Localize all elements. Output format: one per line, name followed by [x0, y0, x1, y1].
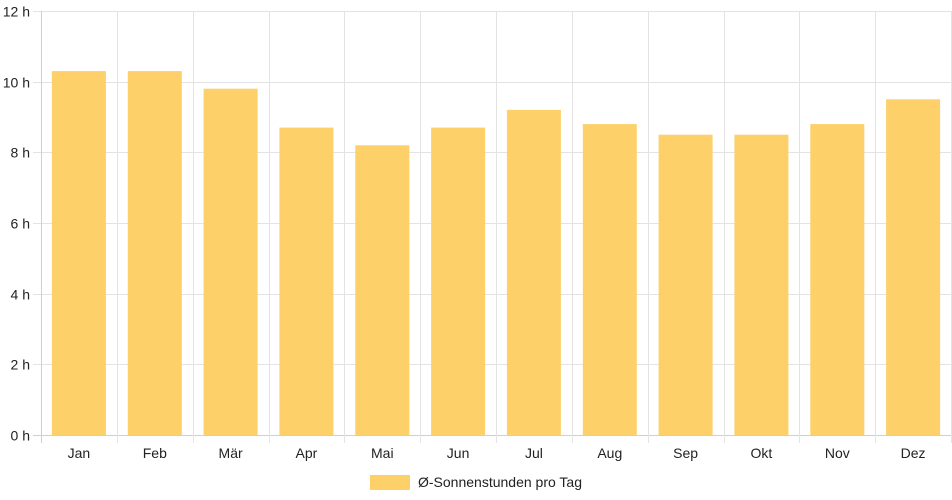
- y-tick-label: 12 h: [3, 4, 30, 20]
- x-tick-label: Mär: [219, 445, 243, 461]
- y-tick-label: 2 h: [11, 357, 30, 373]
- y-tick-label: 4 h: [11, 287, 30, 303]
- x-tick-label: Nov: [825, 445, 850, 461]
- y-tick-label: 6 h: [11, 216, 30, 232]
- bar-feb[interactable]: [127, 71, 182, 435]
- x-tick-label: Feb: [143, 445, 167, 461]
- x-tick-label: Jun: [447, 445, 470, 461]
- bar-mär[interactable]: [203, 88, 258, 435]
- bar-aug[interactable]: [582, 124, 637, 435]
- x-tick-label: Dez: [901, 445, 926, 461]
- x-tick-label: Jul: [525, 445, 543, 461]
- bar-apr[interactable]: [279, 127, 334, 435]
- y-tick-label: 10 h: [3, 75, 30, 91]
- legend-label[interactable]: Ø-Sonnenstunden pro Tag: [418, 474, 582, 490]
- bar-nov[interactable]: [810, 124, 865, 435]
- bar-dez[interactable]: [886, 99, 941, 436]
- bar-sep[interactable]: [658, 134, 713, 435]
- x-axis: Jan Feb Mär Apr Mai Jun Jul Aug Sep Okt Nov Dez: [68, 445, 926, 461]
- y-tick-label: 0 h: [11, 428, 30, 444]
- bar-mai[interactable]: [355, 145, 410, 436]
- bar-jan[interactable]: [51, 71, 106, 435]
- x-tick-label: Sep: [673, 445, 698, 461]
- bars: [51, 71, 941, 436]
- bar-jul[interactable]: [506, 109, 561, 436]
- y-axis: 0 h 2 h 4 h 6 h 8 h 10 h 12 h: [3, 4, 30, 444]
- x-tick-label: Okt: [751, 445, 773, 461]
- bar-jun[interactable]: [431, 127, 486, 435]
- x-tick-label: Apr: [296, 445, 318, 461]
- legend-swatch[interactable]: [370, 475, 410, 490]
- y-tick-label: 8 h: [11, 145, 30, 161]
- legend[interactable]: Ø-Sonnenstunden pro Tag: [370, 474, 582, 490]
- grid: [33, 11, 952, 443]
- x-tick-label: Aug: [597, 445, 622, 461]
- x-tick-label: Mai: [371, 445, 394, 461]
- x-tick-label: Jan: [68, 445, 91, 461]
- bar-okt[interactable]: [734, 134, 789, 435]
